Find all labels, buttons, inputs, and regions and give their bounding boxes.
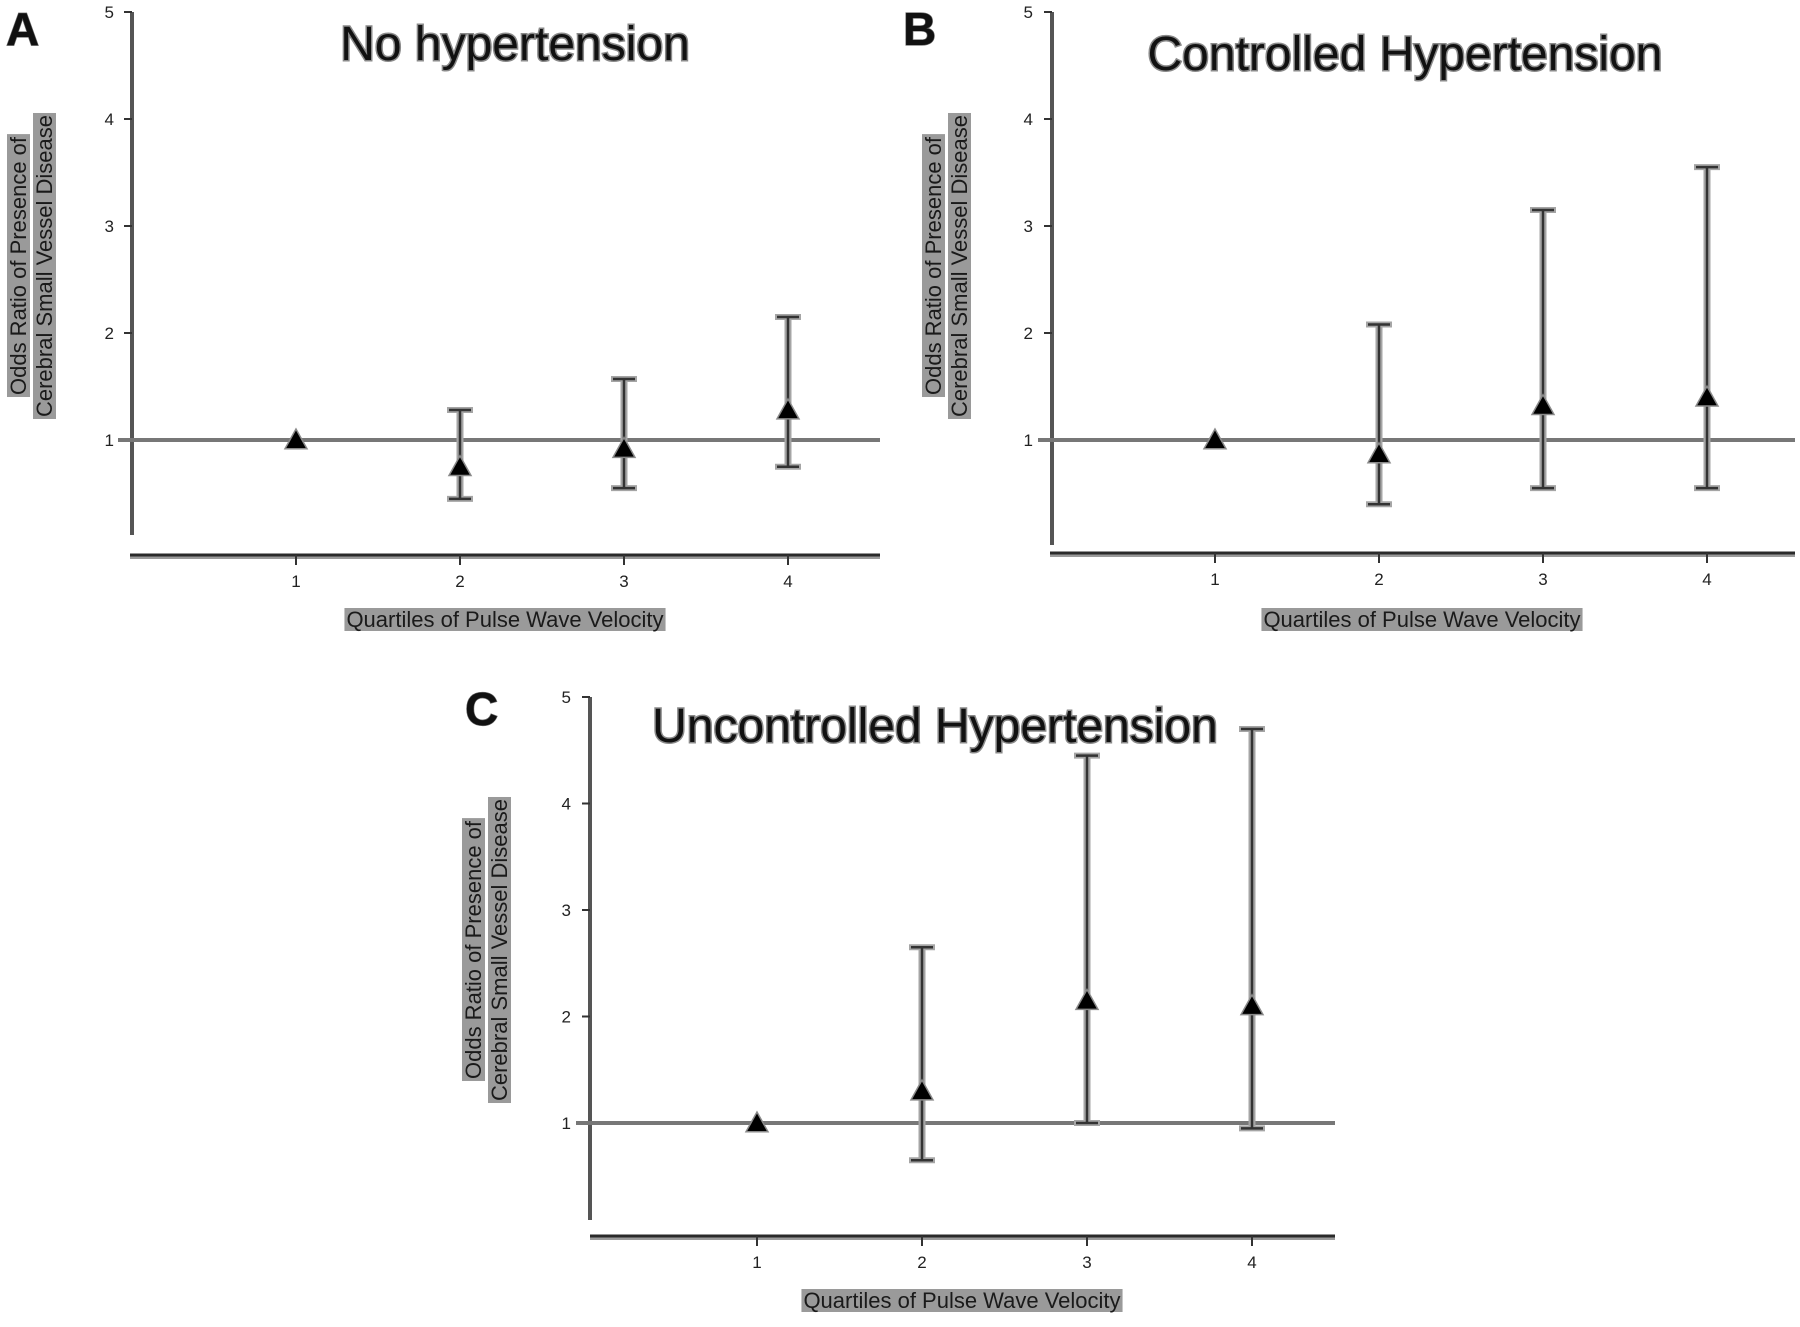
y-axis-label-line2-group: Cerebral Small Vessel Disease (487, 796, 512, 1104)
data-point-triangle (283, 427, 309, 450)
x-tick-label: 4 (1247, 1253, 1256, 1272)
data-point-triangle (611, 436, 637, 459)
data-point-triangle (1694, 384, 1720, 407)
y-axis-label-line1-highlight (462, 818, 485, 1082)
x-tick-label: 4 (1702, 570, 1711, 589)
data-point-triangle (447, 454, 473, 477)
x-tick-label: 3 (619, 572, 628, 591)
data-point-triangle (775, 397, 801, 420)
x-axis-label: Quartiles of Pulse Wave Velocity (1263, 607, 1580, 632)
y-tick-label: 4 (105, 110, 114, 129)
y-axis-label-line2-group: Cerebral Small Vessel Disease (947, 112, 972, 420)
data-point-triangle (1530, 393, 1556, 416)
x-axis-label: Quartiles of Pulse Wave Velocity (803, 1288, 1120, 1313)
y-axis-label-line2: Cerebral Small Vessel Disease (32, 115, 57, 417)
panel-title: Controlled Hypertension (1148, 28, 1663, 81)
y-axis-label-line2-highlight (33, 112, 56, 420)
panel-letter: C (465, 683, 498, 735)
x-axis-label-highlight (344, 608, 666, 631)
panel-letter: A (6, 3, 39, 55)
y-axis-label-line1: Odds Ratio of Presence of (461, 820, 486, 1079)
panel-c-uncontrolled-hypertension: C Uncontrolled Hypertension 1 2 3 4 5 1 2 3 4 Quart… (461, 682, 1335, 1313)
data-point-triangle (909, 1078, 935, 1101)
y-axis-label-line1-group: Odds Ratio of Presence of (461, 818, 486, 1082)
y-axis-label-line2: Cerebral Small Vessel Disease (487, 799, 512, 1101)
y-tick-label: 3 (1024, 217, 1033, 236)
data-point-triangle (1074, 987, 1100, 1011)
x-axis-label-group: Quartiles of Pulse Wave Velocity (1261, 607, 1583, 632)
y-axis-label-line1-group: Odds Ratio of Presence of (6, 134, 31, 398)
x-tick-label: 1 (752, 1253, 761, 1272)
data-point-triangle (1239, 993, 1265, 1016)
x-tick-label: 3 (1538, 570, 1547, 589)
y-axis-label-line1: Odds Ratio of Presence of (6, 136, 31, 395)
y-axis-label-line1-group: Odds Ratio of Presence of (921, 134, 946, 398)
x-tick-label: 2 (917, 1253, 926, 1272)
x-tick-label: 2 (1374, 570, 1383, 589)
panel-letter: B (903, 3, 936, 55)
x-axis-label: Quartiles of Pulse Wave Velocity (346, 607, 663, 632)
y-tick-label: 5 (1024, 3, 1033, 22)
y-tick-label: 5 (562, 688, 571, 707)
data-point-triangle (1202, 427, 1228, 450)
y-axis-label-line2-group: Cerebral Small Vessel Disease (32, 112, 57, 420)
x-axis-label-group: Quartiles of Pulse Wave Velocity (344, 607, 666, 632)
x-axis-label-group: Quartiles of Pulse Wave Velocity (801, 1288, 1123, 1313)
x-tick-label: 3 (1082, 1253, 1091, 1272)
y-axis-label-line2: Cerebral Small Vessel Disease (947, 115, 972, 417)
panel-title: Uncontrolled Hypertension (652, 700, 1218, 753)
y-axis-label-line1-highlight (7, 134, 30, 398)
y-tick-label: 3 (562, 901, 571, 920)
y-axis-label-line2-highlight (948, 112, 971, 420)
y-tick-label: 4 (1024, 110, 1033, 129)
y-tick-label: 2 (1024, 324, 1033, 343)
y-tick-label: 5 (105, 3, 114, 22)
y-tick-label: 1 (1024, 431, 1033, 450)
x-tick-label: 2 (455, 572, 464, 591)
y-axis-label-line1-highlight (922, 134, 945, 398)
y-tick-label: 2 (562, 1008, 571, 1027)
y-tick-label: 2 (105, 324, 114, 343)
data-point-triangle (744, 1110, 770, 1133)
panel-b-controlled-hypertension: B Controlled Hypertension 1 2 3 4 5 1 2 3 4 Quartil… (902, 2, 1795, 632)
y-tick-label: 1 (562, 1114, 571, 1133)
y-tick-label: 4 (562, 795, 571, 814)
y-axis-label-line2-highlight (488, 796, 511, 1104)
y-axis-label-line1: Odds Ratio of Presence of (921, 136, 946, 395)
x-tick-label: 1 (291, 572, 300, 591)
panel-a-no-hypertension: A No hypertension 1 2 3 4 5 1 2 3 4 Quartiles of Pu… (5, 2, 880, 632)
y-tick-label: 1 (105, 431, 114, 450)
x-axis-label-highlight (801, 1289, 1123, 1312)
x-tick-label: 1 (1210, 570, 1219, 589)
panel-title: No hypertension (340, 18, 690, 71)
data-point-triangle (1366, 441, 1392, 464)
y-tick-label: 3 (105, 217, 114, 236)
x-tick-label: 4 (783, 572, 792, 591)
x-axis-label-highlight (1261, 608, 1583, 631)
